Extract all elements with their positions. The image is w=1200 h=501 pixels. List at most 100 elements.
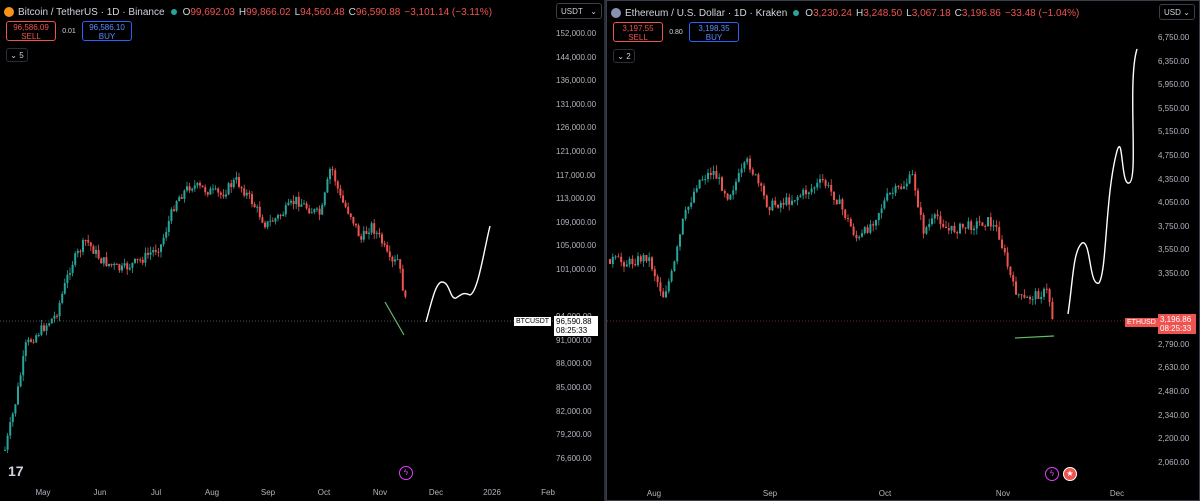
price-tick-label: 5,150.00	[1158, 127, 1190, 137]
candle-body	[204, 187, 207, 193]
candle-body	[684, 210, 687, 219]
candle-body	[718, 177, 721, 179]
eth-currency-select[interactable]: USD ⌄	[1159, 4, 1195, 20]
candle-body	[277, 215, 279, 219]
candle-body	[326, 179, 329, 193]
candle-body	[139, 259, 142, 261]
eth-sell-label: SELL	[628, 33, 648, 42]
price-tick-label: 117,000.00	[556, 170, 596, 180]
candle-body	[186, 186, 188, 191]
candle-body	[113, 263, 116, 266]
price-tick-label: 2,200.00	[1158, 434, 1190, 444]
eth-sell-button[interactable]: 3,197.55 SELL	[613, 22, 663, 42]
candle-body	[813, 187, 816, 189]
candle-body	[785, 197, 788, 205]
lightning-icon[interactable]: ϟ	[399, 466, 413, 480]
candle-body	[258, 206, 261, 218]
candle-body	[14, 404, 17, 414]
candle-body	[992, 225, 995, 227]
eth-chart-pane[interactable]: Ethereum / U.S. Dollar · 1D · Kraken O3,…	[606, 0, 1200, 501]
candle-body	[92, 246, 95, 254]
candle-body	[698, 179, 701, 189]
candle-body	[230, 183, 233, 188]
price-tick-label: 3,350.00	[1158, 269, 1190, 278]
eth-indicators-toggle[interactable]: ⌄ 2	[613, 49, 635, 63]
btc-currency-label: USDT	[561, 6, 583, 16]
candle-body	[765, 195, 768, 208]
candle-body	[653, 269, 656, 277]
btc-sell-button[interactable]: 96,586.09 SELL	[6, 21, 56, 41]
btc-candlestick-chart[interactable]	[0, 0, 604, 501]
price-tick-label: 88,000.00	[556, 359, 592, 369]
candle-body	[235, 177, 238, 180]
btc-indicators-toggle[interactable]: ⌄ 5	[6, 48, 28, 62]
btc-last-price-tag: 96,590.88 08:25:33	[554, 316, 598, 336]
candle-body	[264, 222, 266, 228]
time-tick-label: Feb	[541, 488, 555, 497]
candle-body	[32, 341, 35, 343]
candle-body	[355, 223, 357, 226]
candle-body	[1029, 296, 1031, 300]
candle-body	[1017, 294, 1020, 296]
btc-chart-pane[interactable]: Bitcoin / TetherUS · 1D · Binance O99,69…	[0, 0, 604, 501]
candle-body	[115, 263, 118, 265]
candle-body	[793, 200, 796, 202]
chevron-down-icon: ⌄	[617, 51, 624, 61]
candle-body	[308, 208, 311, 214]
candle-body	[998, 227, 1001, 240]
ohlc-key: L	[294, 6, 301, 18]
candle-body	[617, 256, 620, 258]
candle-body	[261, 217, 264, 223]
btc-buy-label: BUY	[98, 32, 116, 41]
time-tick-label: 2026	[483, 488, 501, 497]
candle-body	[251, 194, 253, 205]
candle-body	[796, 196, 799, 201]
candle-body	[152, 250, 155, 253]
candle-body	[1012, 275, 1015, 282]
candle-body	[386, 244, 389, 252]
candle-body	[763, 185, 765, 196]
candle-body	[995, 225, 998, 228]
us-flag-icon[interactable]: ★	[1063, 467, 1077, 481]
price-tick-label: 101,000.00	[556, 265, 597, 274]
eth-spread: 0.80	[669, 28, 683, 36]
candle-body	[690, 202, 693, 207]
lightning-icon[interactable]: ϟ	[1045, 467, 1059, 481]
candle-body	[889, 193, 891, 195]
candle-body	[349, 213, 352, 217]
candle-body	[967, 221, 970, 229]
candle-body	[911, 174, 914, 176]
pane-divider[interactable]	[604, 0, 606, 501]
tradingview-logo[interactable]: 17	[8, 463, 24, 479]
eth-symbol-title[interactable]: Ethereum / U.S. Dollar · 1D · Kraken	[625, 7, 788, 19]
btc-trade-buttons: 96,586.09 SELL 0.01 96,586.10 BUY	[6, 21, 132, 41]
candle-body	[651, 257, 653, 270]
candle-body	[1009, 266, 1012, 276]
btc-symbol-title[interactable]: Bitcoin / TetherUS · 1D · Binance	[18, 6, 165, 18]
eth-buy-button[interactable]: 3,198.35 BUY	[689, 22, 739, 42]
btc-currency-select[interactable]: USDT ⌄	[556, 3, 602, 19]
candle-body	[676, 246, 679, 262]
price-tick-label: 144,000.00	[556, 52, 597, 62]
ohlc-item: O3,230.24	[805, 8, 852, 19]
candle-body	[978, 221, 981, 223]
candle-body	[858, 236, 861, 239]
candle-body	[715, 170, 718, 179]
btc-buy-button[interactable]: 96,586.10 BUY	[82, 21, 132, 41]
eth-last-price: 3,196.86	[1160, 315, 1192, 324]
price-tick-label: 109,000.00	[556, 217, 597, 227]
candle-body	[880, 208, 883, 214]
candle-body	[279, 215, 282, 217]
candle-body	[318, 208, 321, 215]
candle-body	[373, 223, 376, 234]
candle-body	[777, 204, 779, 208]
eth-candlestick-chart[interactable]	[607, 1, 1200, 501]
candle-body	[1048, 289, 1051, 302]
candle-body	[740, 168, 743, 174]
ohlc-key: O	[805, 7, 814, 19]
ohlc-key: O	[182, 6, 191, 18]
candle-body	[648, 257, 651, 262]
candle-body	[659, 282, 662, 292]
candle-body	[611, 256, 614, 264]
candle-body	[1034, 291, 1037, 300]
